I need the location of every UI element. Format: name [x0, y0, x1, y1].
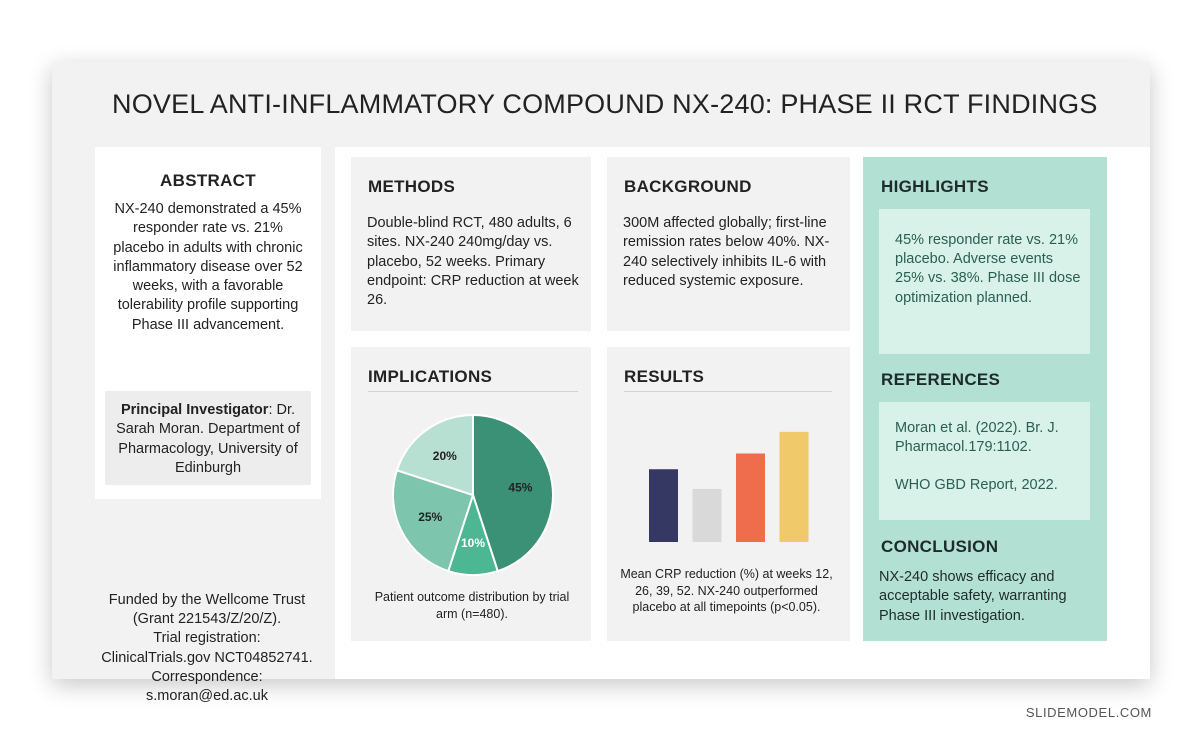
- correspondence-email[interactable]: s.moran@ed.ac.uk: [146, 688, 268, 705]
- background-card: BACKGROUND 300M affected globally; first…: [607, 157, 850, 331]
- results-heading: RESULTS: [624, 367, 705, 386]
- pie-caption: Patient outcome distribution by trial ar…: [374, 590, 570, 621]
- implications-card: IMPLICATIONS 45% 10% 25% 20% Patient outcom…: [351, 347, 591, 641]
- conclusion-heading: CONCLUSION: [881, 537, 999, 556]
- reference-item: WHO GBD Report, 2022.: [895, 477, 1058, 494]
- watermark: SLIDEMODEL.COM: [1025, 705, 1152, 720]
- slide: NOVEL ANTI-INFLAMMATORY COMPOUND NX-240:…: [52, 62, 1150, 704]
- abstract-text: NX-240 demonstrated a 45% responder rate…: [113, 201, 303, 333]
- background-text: 300M affected globally; first-line remis…: [623, 215, 830, 289]
- crp-bar-chart: [649, 431, 809, 542]
- pi-label: Principal Investigator: [120, 402, 269, 418]
- highlights-panel: HIGHLIGHTS 45% responder rate vs. 21% pl…: [863, 157, 1107, 641]
- results-card: RESULTS Mean CRP reduction (%) at weeks …: [607, 347, 850, 641]
- pie-slice-label: 45%: [508, 480, 532, 494]
- pie-slice-label: 25%: [418, 510, 442, 524]
- divider: [624, 391, 832, 392]
- left-column: ABSTRACT NX-240 demonstrated a 45% respo…: [52, 147, 335, 704]
- conclusion-text: NX-240 shows efficacy and acceptable saf…: [879, 569, 1067, 624]
- pie-slice: [395, 413, 474, 497]
- bar: [692, 488, 722, 542]
- page-title: NOVEL ANTI-INFLAMMATORY COMPOUND NX-240:…: [112, 89, 1098, 119]
- methods-card: METHODS Double-blind RCT, 480 adults, 6 …: [351, 157, 591, 331]
- title-band: NOVEL ANTI-INFLAMMATORY COMPOUND NX-240:…: [52, 62, 1150, 147]
- methods-heading: METHODS: [368, 177, 456, 196]
- background-heading: BACKGROUND: [624, 177, 752, 196]
- funding-line: Trial registration:: [153, 630, 261, 647]
- pie-slice: [472, 413, 554, 573]
- references-heading: REFERENCES: [881, 370, 1001, 389]
- funding-line: (Grant 221543/Z/20/Z).: [132, 611, 282, 628]
- bar: [779, 431, 809, 542]
- highlights-box: 45% responder rate vs. 21% placebo. Adve…: [879, 209, 1090, 354]
- pie-slice-label: 20%: [433, 449, 457, 463]
- principal-investigator-text: Principal Investigator: Dr. Sarah Moran.…: [110, 401, 306, 478]
- funding-line: ClinicalTrials.gov NCT04852741.: [101, 649, 313, 666]
- funding-line: Correspondence:: [151, 668, 263, 685]
- pi-details: : Dr. Sarah Moran. Department of Pharmac…: [116, 402, 300, 476]
- bar: [736, 453, 765, 542]
- principal-investigator-box: Principal Investigator: Dr. Sarah Moran.…: [105, 391, 311, 485]
- abstract-heading: ABSTRACT: [160, 171, 256, 190]
- bar: [649, 469, 678, 542]
- pie-slice-label: 10%: [461, 536, 485, 550]
- funding-info: Funded by the Wellcome Trust (Grant 2215…: [82, 591, 332, 706]
- abstract-card: ABSTRACT NX-240 demonstrated a 45% respo…: [95, 147, 321, 499]
- divider: [368, 391, 578, 392]
- implications-heading: IMPLICATIONS: [368, 367, 493, 386]
- outcome-pie-chart: 45% 10% 25% 20%: [392, 413, 554, 576]
- references-box: Moran et al. (2022). Br. J. Pharmacol.17…: [879, 402, 1090, 520]
- funding-line: Funded by the Wellcome Trust: [108, 592, 306, 608]
- reference-item: Moran et al. (2022). Br. J. Pharmacol.17…: [895, 420, 1059, 456]
- highlights-text: 45% responder rate vs. 21% placebo. Adve…: [895, 232, 1081, 306]
- pie-slice: [392, 469, 475, 573]
- methods-text: Double-blind RCT, 480 adults, 6 sites. N…: [367, 215, 579, 309]
- highlights-heading: HIGHLIGHTS: [881, 177, 989, 196]
- references-list: Moran et al. (2022). Br. J. Pharmacol.17…: [895, 419, 1081, 496]
- bar-caption: Mean CRP reduction (%) at weeks 12, 26, …: [620, 567, 833, 614]
